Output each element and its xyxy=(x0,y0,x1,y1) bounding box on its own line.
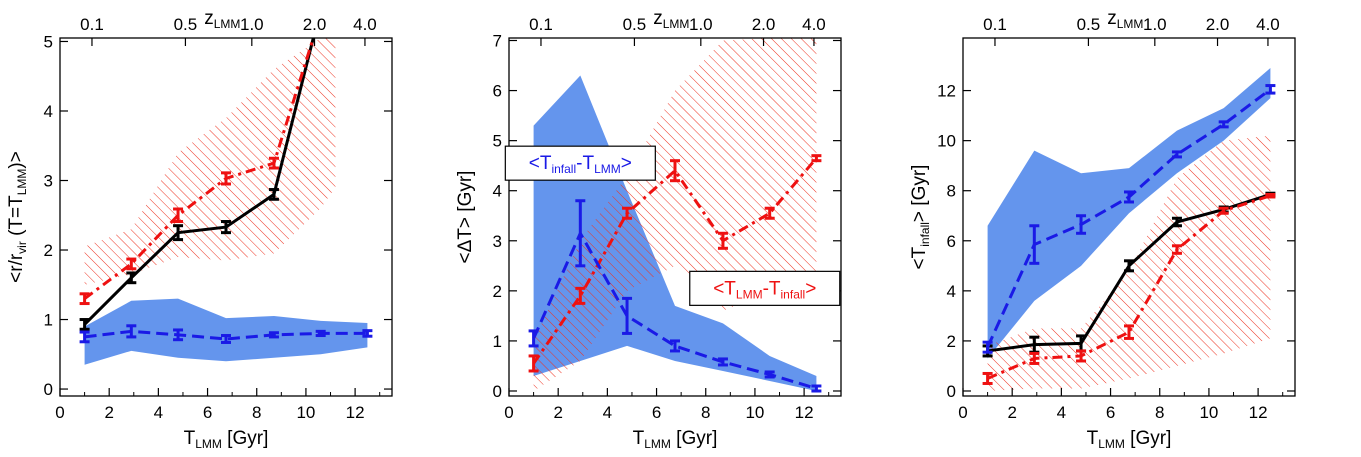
top-tick-label: 2.0 xyxy=(303,15,327,34)
y-axis-title: <r/rvir (T=TLMM)> xyxy=(6,151,29,283)
x-tick-label: 8 xyxy=(1155,403,1164,422)
y-tick-label: 4 xyxy=(947,282,956,301)
series-line-red xyxy=(83,38,315,300)
y-tick-label: 1 xyxy=(44,311,53,330)
top-tick-label: 1.0 xyxy=(1143,15,1167,34)
top-tick-label: 0.1 xyxy=(80,15,104,34)
top-axis-title: zLMM xyxy=(1107,8,1143,31)
top-tick-label: 0.5 xyxy=(174,15,198,34)
blue-shaded-band xyxy=(84,298,368,365)
y-tick-label: 5 xyxy=(493,132,502,151)
x-tick-label: 4 xyxy=(154,403,163,422)
y-tick-label: 2 xyxy=(44,241,53,260)
x-tick-label: 12 xyxy=(795,403,814,422)
plot-area xyxy=(528,38,822,393)
top-tick-label: 0.5 xyxy=(1077,15,1101,34)
x-tick-label: 6 xyxy=(1106,403,1115,422)
y-tick-label: 3 xyxy=(493,232,502,251)
y-tick-label: 4 xyxy=(493,182,502,201)
y-tick-label: 4 xyxy=(44,102,53,121)
y-tick-label: 12 xyxy=(937,82,956,101)
y-tick-label: 0 xyxy=(44,380,53,399)
x-axis-title: TLMM [Gyr] xyxy=(184,428,269,451)
top-tick-label: 4.0 xyxy=(802,15,826,34)
y-tick-label: 5 xyxy=(44,32,53,51)
legend-box-frame xyxy=(689,270,841,306)
top-axis-title: zLMM xyxy=(653,8,689,31)
top-tick-label: 0.5 xyxy=(623,15,647,34)
panel-right: 0 2 4 6 8 10 12 0 2 4 6 8 10 12 0.1 0.5 1.0 2.0 4.0 zLMM TLM… xyxy=(909,8,1296,451)
x-tick-label: 4 xyxy=(603,403,612,422)
plot-frame xyxy=(508,37,842,397)
y-tick-label: 6 xyxy=(493,82,502,101)
y-tick-label: 2 xyxy=(947,332,956,351)
y-tick-label: 6 xyxy=(947,232,956,251)
x-tick-label: 10 xyxy=(745,403,764,422)
top-tick-label: 1.0 xyxy=(240,15,264,34)
x-axis-title: TLMM [Gyr] xyxy=(1087,428,1172,451)
x-tick-label: 0 xyxy=(504,403,513,422)
plot-frame xyxy=(962,37,1296,397)
x-tick-label: 8 xyxy=(701,403,710,422)
y-tick-label: 0 xyxy=(947,382,956,401)
x-tick-label: 6 xyxy=(203,403,212,422)
red-hatched-band xyxy=(84,38,336,285)
x-tick-label: 6 xyxy=(652,403,661,422)
plot-frame xyxy=(59,37,393,397)
x-tick-label: 8 xyxy=(252,403,261,422)
plot-area xyxy=(982,68,1276,391)
x-tick-label: 2 xyxy=(553,403,562,422)
x-tick-label: 0 xyxy=(55,403,64,422)
x-axis-title: TLMM [Gyr] xyxy=(633,428,718,451)
top-tick-label: 0.1 xyxy=(529,15,553,34)
top-tick-label: 4.0 xyxy=(353,15,377,34)
y-tick-label: 1 xyxy=(493,332,502,351)
legend-label: <Tinfall-TLMM> xyxy=(529,153,632,176)
x-tick-label: 10 xyxy=(1199,403,1218,422)
top-tick-label: 4.0 xyxy=(1256,15,1280,34)
y-axis-title: <Tinfall> [Gyr] xyxy=(909,165,932,270)
series-line-black xyxy=(83,38,315,326)
y-tick-label: 10 xyxy=(937,132,956,151)
red-hatched-band xyxy=(533,38,817,391)
x-tick-label: 12 xyxy=(346,403,365,422)
x-tick-label: 10 xyxy=(296,403,315,422)
y-tick-label: 7 xyxy=(493,32,502,51)
y-tick-label: 3 xyxy=(44,172,53,191)
legend-label: <TLMM-Tinfall> xyxy=(713,278,816,301)
top-tick-label: 0.1 xyxy=(983,15,1007,34)
x-tick-label: 4 xyxy=(1057,403,1066,422)
legend-box-frame xyxy=(504,145,656,181)
y-tick-label: 0 xyxy=(493,382,502,401)
top-tick-label: 2.0 xyxy=(1206,15,1230,34)
top-tick-label: 1.0 xyxy=(689,15,713,34)
x-tick-label: 0 xyxy=(958,403,967,422)
y-tick-label: 2 xyxy=(493,282,502,301)
x-tick-label: 2 xyxy=(1007,403,1016,422)
legend-box-blue: <Tinfall-TLMM> xyxy=(504,145,656,181)
top-tick-label: 2.0 xyxy=(752,15,776,34)
top-axis-title: zLMM xyxy=(204,8,240,31)
plot-area xyxy=(79,38,373,365)
x-tick-label: 12 xyxy=(1249,403,1268,422)
red-hatched-band xyxy=(987,135,1271,391)
legend-box-red: <TLMM-Tinfall> xyxy=(689,270,841,306)
y-tick-label: 8 xyxy=(947,182,956,201)
x-tick-label: 2 xyxy=(104,403,113,422)
y-axis-title: <ΔT> [Gyr] xyxy=(455,171,476,264)
